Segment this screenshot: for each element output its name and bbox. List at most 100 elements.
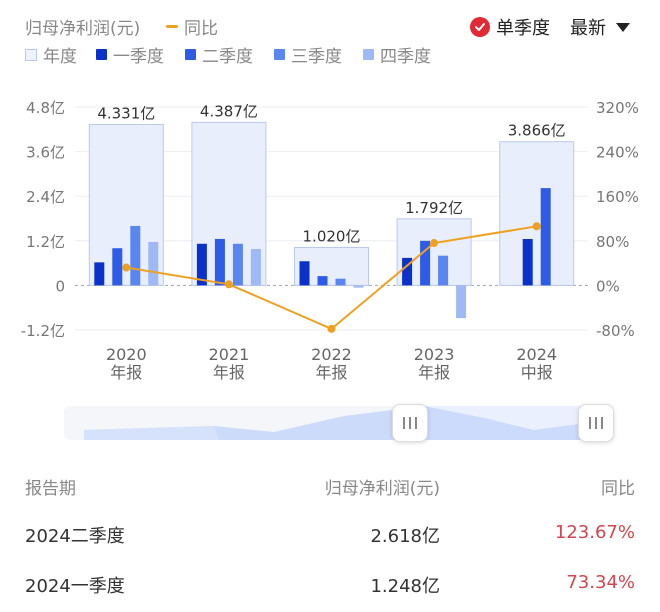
yoy-point [430,239,439,248]
row-period: 2024二季度 [25,526,125,547]
quarter-bar [299,261,310,286]
year-total-label: 1.792亿 [405,199,463,217]
table-row[interactable]: 2024一季度 1.248亿 73.34% [0,572,660,612]
x-tick-label: 年报 [418,363,450,382]
x-tick-label: 中报 [521,363,553,382]
y-right-tick-label: 320% [596,99,639,117]
quarter-bar [438,255,449,286]
quarter-bars [94,188,551,319]
latest-dropdown[interactable]: 最新 [570,14,630,40]
legend-yoy-label: 同比 [184,19,218,39]
legend-q4[interactable]: 四季度 [363,42,431,67]
range-slider[interactable] [64,404,614,442]
yoy-point [224,280,233,289]
yoy-swatch-icon [166,25,178,28]
quarter-bar [232,243,243,286]
y-right-tick-label: 0% [596,277,620,295]
single-quarter-toggle[interactable]: 单季度 [470,14,550,40]
yoy-line-series [122,222,541,333]
y-left-tick-label: 1.2亿 [26,233,65,251]
y-left-tick-label: -1.2亿 [21,322,65,340]
q2-swatch-icon [185,49,196,60]
year-total-label: 4.331亿 [97,104,155,122]
legend-q1-label: 一季度 [113,47,164,67]
y-right-tick-label: 80% [596,233,629,251]
q3-swatch-icon [274,49,285,60]
quarter-bar [214,238,225,286]
chart-header: 归母净利润(元) 同比 [0,14,660,42]
caret-down-icon [616,22,630,32]
quarter-bar [148,241,159,286]
quarter-bar [196,243,207,286]
row-yoy: 73.34% [566,572,635,593]
q4-swatch-icon [363,49,374,60]
x-tick-label: 2021 [209,345,250,364]
legend-q4-label: 四季度 [380,47,431,67]
yoy-point [122,263,131,272]
quarter-bar [112,248,123,286]
row-yoy: 123.67% [554,522,635,543]
legend-q1[interactable]: 一季度 [96,42,164,67]
year-total-label: 1.020亿 [303,227,361,245]
quarter-bar [317,276,328,286]
year-swatch-icon [25,48,37,61]
y-right-tick-label: -80% [596,322,635,340]
checkmark-icon [470,17,490,37]
latest-label: 最新 [570,18,606,39]
year-total-label: 3.866亿 [508,122,566,140]
row-profit: 2.618亿 [370,526,440,547]
row-profit: 1.248亿 [370,576,440,597]
profit-chart: 4.331亿 4.387亿 1.020亿 1.792亿 3.866亿 -1.2亿 0 1.2… [21,99,639,382]
yoy-point [532,222,541,231]
y-right-tick-label: 240% [596,144,639,162]
legend: 年度 一季度 二季度 三季度 四季度 [0,42,660,70]
y-left-tick-label: 2.4亿 [26,188,65,206]
quarter-bar [456,285,467,319]
quarter-bar [540,188,551,286]
quarter-bar [402,257,413,286]
x-tick-label: 2024 [516,345,557,364]
title-legend: 归母净利润(元) [25,14,140,39]
y-right-tick-label: 160% [596,188,639,206]
x-tick-label: 年报 [315,363,347,382]
quarter-bar [353,285,364,288]
y-left-tick-label: 0 [55,277,65,295]
legend-q3-label: 三季度 [291,47,342,67]
header-profit: 归母净利润(元) [324,479,440,499]
x-tick-label: 年报 [213,363,245,382]
header-period: 报告期 [25,479,76,499]
slider-right-handle[interactable] [578,404,614,442]
y-left-tick-label: 4.8亿 [26,99,65,117]
x-tick-label: 2023 [414,345,455,364]
year-total-box [499,141,575,286]
quarter-bar [522,239,533,286]
legend-q3[interactable]: 三季度 [274,42,342,67]
legend-year[interactable]: 年度 [25,42,77,67]
legend-q2-label: 二季度 [202,47,253,67]
quarter-bar [94,262,105,286]
year-total-boxes: 4.331亿 4.387亿 1.020亿 1.792亿 3.866亿 [88,102,575,286]
table-header: 报告期 归母净利润(元) 同比 [0,474,660,514]
row-period: 2024一季度 [25,576,125,597]
x-tick-label: 2020 [106,345,147,364]
x-tick-label: 2022 [311,345,352,364]
legend-year-label: 年度 [43,47,77,67]
chart-title: 归母净利润(元) [25,19,141,39]
quarter-bar [130,225,141,286]
legend-yoy[interactable]: 同比 [166,14,218,39]
axis-labels: -1.2亿 0 1.2亿 2.4亿 3.6亿 4.8亿 -80% 0% 80% 160% 240% 3… [21,99,639,382]
header-yoy: 同比 [601,479,635,499]
yoy-point [327,324,336,333]
quarter-bar [335,278,346,286]
table-row[interactable]: 2024二季度 2.618亿 123.67% [0,522,660,562]
quarter-bar [420,240,431,286]
q1-swatch-icon [96,49,107,60]
year-total-label: 4.387亿 [200,102,258,120]
quarter-bar [250,248,261,286]
y-left-tick-label: 3.6亿 [26,144,65,162]
legend-q2[interactable]: 二季度 [185,42,253,67]
x-tick-label: 年报 [110,363,142,382]
single-quarter-label: 单季度 [496,18,550,39]
slider-track [64,406,612,440]
slider-left-handle[interactable] [392,404,428,442]
